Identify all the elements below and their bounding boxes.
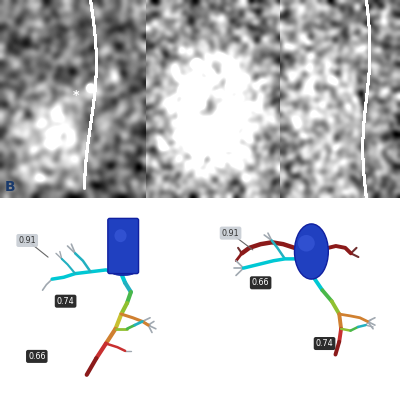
- Text: *: *: [73, 89, 80, 102]
- Text: B: B: [5, 180, 16, 194]
- Text: 0.66: 0.66: [252, 278, 269, 287]
- Text: 0.66: 0.66: [28, 352, 46, 361]
- Text: 0.91: 0.91: [18, 236, 36, 245]
- FancyBboxPatch shape: [108, 218, 138, 274]
- Text: 0.74: 0.74: [316, 339, 333, 348]
- Ellipse shape: [114, 229, 126, 242]
- Text: 0.91: 0.91: [222, 229, 239, 238]
- Text: 0.74: 0.74: [57, 297, 74, 306]
- Ellipse shape: [111, 268, 135, 276]
- Text: *: *: [194, 63, 201, 76]
- Ellipse shape: [294, 224, 328, 279]
- Ellipse shape: [298, 235, 315, 252]
